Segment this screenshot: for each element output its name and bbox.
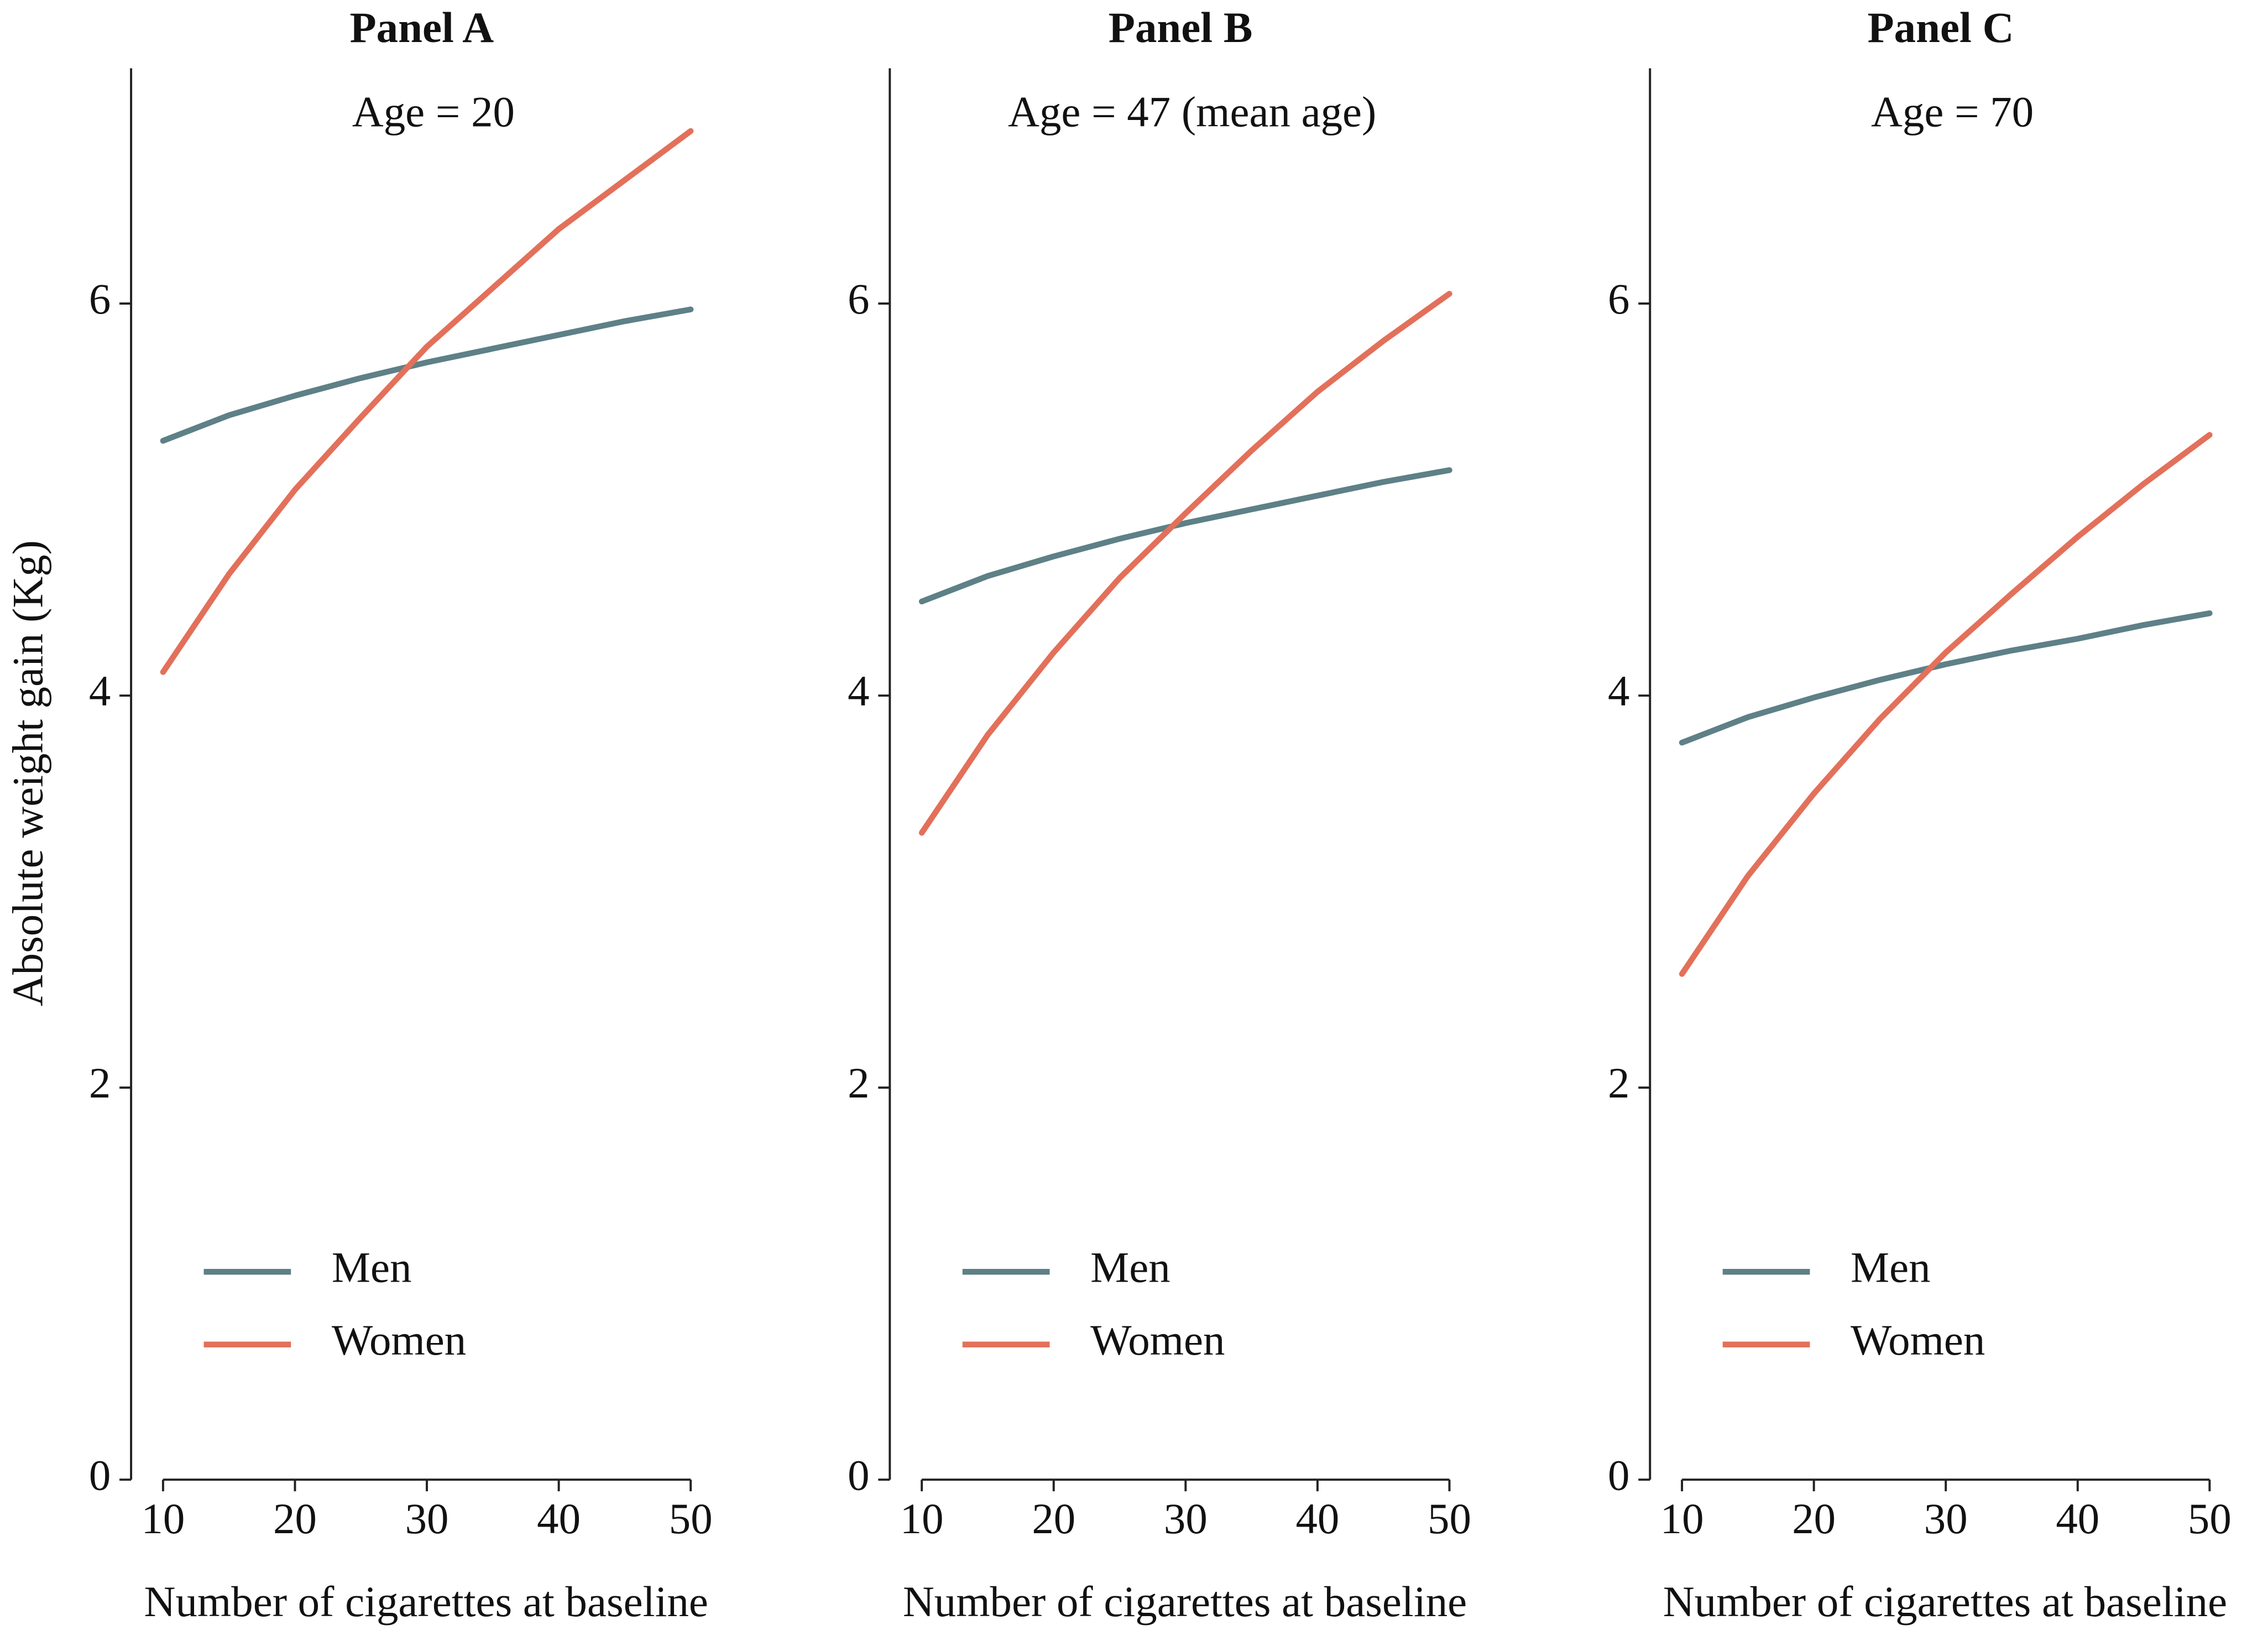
- legend-label: Men: [1090, 1243, 1170, 1292]
- panel-title: Panel A: [350, 4, 494, 52]
- y-tick-label: 0: [1608, 1451, 1629, 1499]
- x-tick-label: 30: [1924, 1495, 1968, 1543]
- x-tick-label: 50: [1428, 1495, 1471, 1543]
- legend-label: Men: [1851, 1243, 1931, 1292]
- x-tick-label: 10: [900, 1495, 944, 1543]
- x-axis-label: Number of cigarettes at baseline: [1663, 1578, 2227, 1626]
- y-axis-label: Absolute weight gain (Kg): [4, 540, 52, 1006]
- y-tick-label: 2: [1608, 1059, 1629, 1107]
- y-tick-label: 4: [1608, 667, 1629, 715]
- series-line: [1679, 610, 2213, 746]
- y-tick-label: 6: [848, 275, 869, 323]
- x-tick-label: 50: [2188, 1495, 2232, 1543]
- x-tick-label: 40: [1295, 1495, 1339, 1543]
- x-tick-label: 40: [2056, 1495, 2099, 1543]
- x-tick-label: 30: [405, 1495, 449, 1543]
- x-axis-label: Number of cigarettes at baseline: [144, 1578, 708, 1626]
- x-tick-label: 30: [1164, 1495, 1208, 1543]
- series-line: [160, 306, 694, 444]
- x-tick-label: 10: [141, 1495, 185, 1543]
- y-tick-label: 4: [89, 667, 111, 715]
- y-tick-label: 0: [89, 1451, 111, 1499]
- panel-title: Panel B: [1109, 4, 1253, 52]
- x-axis-label: Number of cigarettes at baseline: [903, 1578, 1467, 1626]
- y-tick-label: 2: [848, 1059, 869, 1107]
- y-tick-label: 0: [848, 1451, 869, 1499]
- y-tick-label: 2: [89, 1059, 111, 1107]
- y-tick-label: 6: [1608, 275, 1629, 323]
- legend-label: Women: [1090, 1316, 1225, 1365]
- legend-label: Women: [332, 1316, 466, 1365]
- panel-subtitle: Age = 20: [352, 88, 515, 136]
- x-tick-label: 10: [1660, 1495, 1704, 1543]
- x-tick-label: 20: [273, 1495, 317, 1543]
- y-tick-label: 6: [89, 275, 111, 323]
- x-tick-label: 50: [669, 1495, 713, 1543]
- panel-subtitle: Age = 47 (mean age): [1008, 88, 1376, 136]
- series-line: [1679, 432, 2213, 977]
- series-line: [918, 467, 1452, 605]
- x-tick-label: 20: [1792, 1495, 1836, 1543]
- panel-subtitle: Age = 70: [1871, 88, 2034, 136]
- legend-label: Men: [332, 1243, 412, 1292]
- legend-label: Women: [1851, 1316, 1985, 1365]
- series-line: [160, 128, 694, 675]
- x-tick-label: 40: [537, 1495, 581, 1543]
- y-tick-label: 4: [848, 667, 869, 715]
- series-line: [918, 291, 1452, 836]
- x-tick-label: 20: [1032, 1495, 1075, 1543]
- panel-title: Panel C: [1868, 4, 2014, 52]
